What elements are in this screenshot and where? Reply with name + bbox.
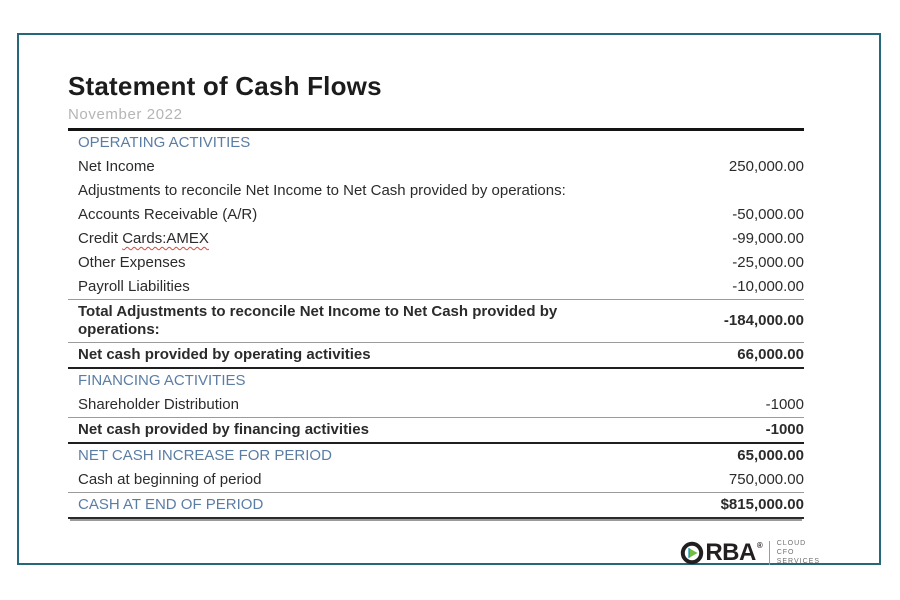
orba-wordmark: RBA (680, 538, 756, 566)
row-label: Adjustments to reconcile Net Income to N… (78, 182, 566, 199)
statement-card: Statement of Cash Flows November 2022 OP… (17, 33, 881, 565)
row-accounts-receivable: Accounts Receivable (A/R) -50,000.00 (68, 203, 804, 227)
spellcheck-underline-text: Cards:AMEX (122, 230, 209, 247)
row-label: FINANCING ACTIVITIES (78, 372, 246, 389)
row-credit-cards-amex: Credit Cards:AMEX -99,000.00 (68, 227, 804, 251)
row-label: Accounts Receivable (A/R) (78, 206, 258, 223)
registered-mark: ® (756, 541, 763, 550)
page-subtitle: November 2022 (68, 106, 183, 123)
row-value: -25,000.00 (732, 254, 804, 271)
row-value: 66,000.00 (737, 346, 804, 363)
row-value: -1000 (765, 421, 804, 438)
row-value: -99,000.00 (732, 230, 804, 247)
cash-flow-table: OPERATING ACTIVITIES Net Income 250,000.… (68, 128, 804, 519)
logo-divider (768, 540, 770, 565)
page-title: Statement of Cash Flows (68, 71, 382, 101)
row-value: 250,000.00 (728, 158, 804, 175)
row-label: Shareholder Distribution (78, 396, 239, 413)
row-net-cash-increase: NET CASH INCREASE FOR PERIOD 65,000.00 (68, 444, 804, 468)
row-label: Total Adjustments to reconcile Net Incom… (78, 303, 558, 338)
row-label: Credit Cards:AMEX (78, 230, 239, 248)
row-net-cash-operating: Net cash provided by operating activitie… (68, 342, 804, 369)
orba-logo: RBA ® CLOUD CFO SERVICES (680, 540, 820, 565)
row-value: 750,000.00 (728, 471, 804, 488)
row-other-expenses: Other Expenses -25,000.00 (68, 251, 804, 275)
row-value: $815,000.00 (720, 496, 804, 513)
section-header-operating-activities: OPERATING ACTIVITIES (68, 131, 804, 155)
logo-tagline-line: CLOUD (776, 540, 807, 547)
row-value: -10,000.00 (732, 278, 804, 295)
row-net-cash-financing: Net cash provided by financing activitie… (68, 417, 804, 444)
logo-tagline-line: CFO (776, 549, 795, 556)
row-label-prefix: Credit (78, 230, 123, 247)
row-label: Net cash provided by operating activitie… (78, 346, 371, 363)
row-label: Cash at beginning of period (78, 471, 262, 488)
logo-tagline-line: SERVICES (776, 558, 820, 565)
row-label: CASH AT END OF PERIOD (78, 496, 264, 513)
logo-tagline: CLOUD CFO SERVICES (777, 540, 820, 565)
row-label: NET CASH INCREASE FOR PERIOD (78, 447, 332, 464)
section-header-financing-activities: FINANCING ACTIVITIES (68, 369, 804, 393)
row-value: 65,000.00 (737, 447, 804, 464)
row-cash-at-end: CASH AT END OF PERIOD $815,000.00 (68, 492, 804, 519)
row-net-income: Net Income 250,000.00 (68, 155, 804, 179)
row-shareholder-distribution: Shareholder Distribution -1000 (68, 393, 804, 417)
orba-o-play-icon (681, 541, 704, 564)
row-label: Net cash provided by financing activitie… (78, 421, 369, 438)
row-value: -1000 (765, 396, 804, 413)
row-value: -184,000.00 (723, 312, 804, 329)
row-label: Payroll Liabilities (78, 278, 190, 295)
row-label: OPERATING ACTIVITIES (78, 134, 251, 151)
row-value: -50,000.00 (732, 206, 804, 223)
row-adjustments-note: Adjustments to reconcile Net Income to N… (68, 179, 804, 203)
row-payroll-liabilities: Payroll Liabilities -10,000.00 (68, 275, 804, 299)
row-total-adjustments: Total Adjustments to reconcile Net Incom… (68, 299, 804, 342)
orba-wordmark-text: RBA (705, 538, 756, 566)
row-label: Net Income (78, 158, 155, 175)
row-label: Other Expenses (78, 254, 186, 271)
row-cash-beginning: Cash at beginning of period 750,000.00 (68, 468, 804, 492)
